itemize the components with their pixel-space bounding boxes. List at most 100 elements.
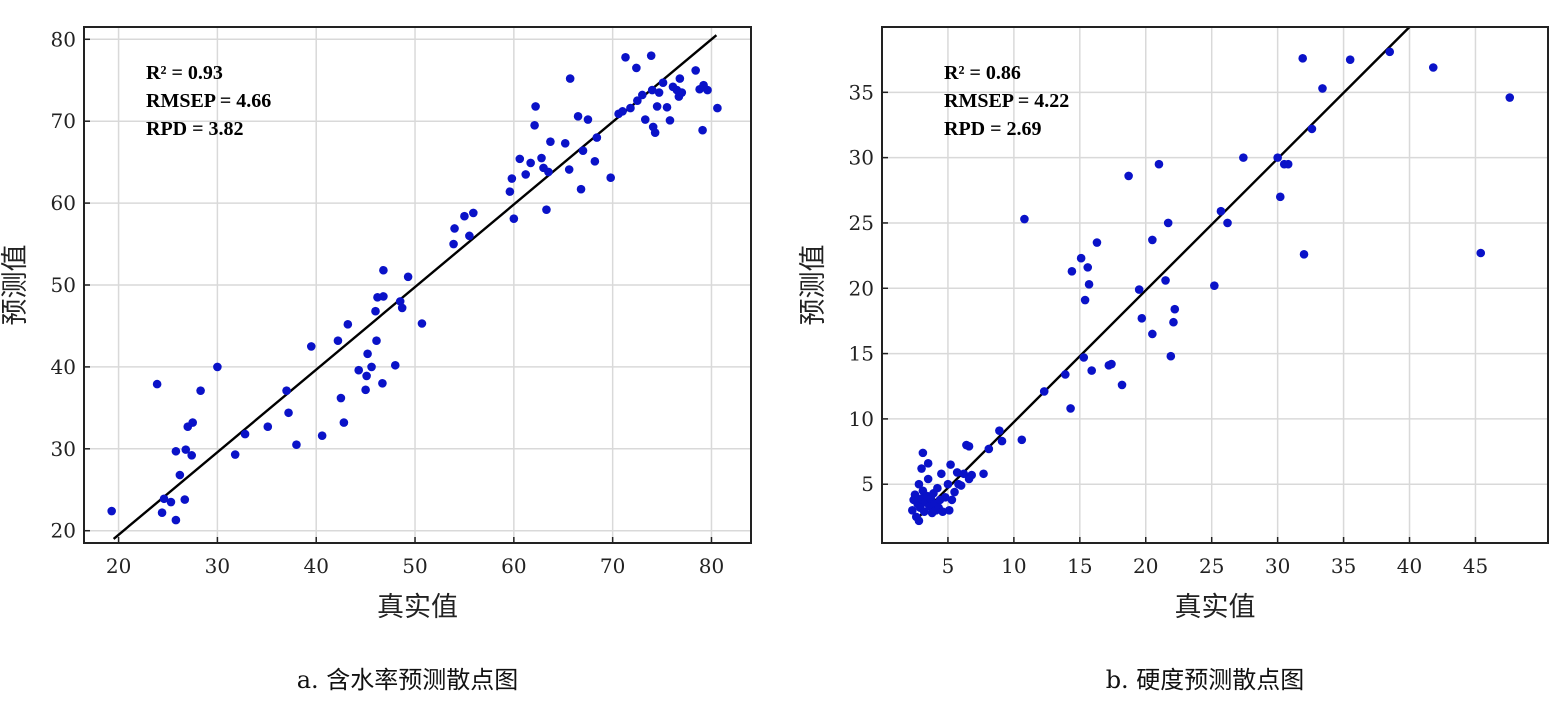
data-point [675,74,685,83]
data-point [460,211,469,221]
data-point [1170,304,1180,314]
data-point [984,444,994,454]
data-point [647,85,657,95]
data-point [531,102,540,111]
y-tick-label: 80 [51,27,76,51]
data-point [1067,266,1077,276]
x-axis-label: 真实值 [377,592,458,623]
data-point [952,468,962,477]
data-point [240,429,250,439]
y-axis-label: 预测值 [798,245,829,326]
data-point [1505,93,1515,102]
data-point [662,102,672,112]
data-point [507,174,517,183]
stat-line: RMSEP = 4.22 [944,90,1069,112]
fit-line [914,26,1411,522]
y-tick-label: 70 [51,109,76,133]
data-point [606,173,615,183]
stats-annotation: R² = 0.93 RMSEP = 4.66 RPD = 3.82 [146,62,271,140]
data-point [691,66,700,75]
data-point [943,479,953,489]
data-point [263,422,273,431]
data-point [336,393,346,403]
data-point [1020,214,1029,224]
y-axis-label: 预测值 [0,245,31,326]
data-point [950,487,959,497]
stats-annotation: R² = 0.86 RMSEP = 4.22 RPD = 2.69 [944,62,1069,140]
data-point [1087,366,1096,375]
x-tick-label: 45 [1463,554,1488,578]
data-point [565,74,575,83]
data-point [372,336,381,345]
y-tick-label: 30 [51,437,76,461]
data-point [914,479,924,489]
data-point [537,153,546,163]
x-tick-label: 25 [1199,554,1224,578]
data-point [650,128,660,137]
data-point [923,474,933,484]
data-point [159,494,169,504]
data-point [658,78,668,87]
data-point [1092,238,1102,247]
data-point [1275,192,1285,202]
data-point [995,426,1004,435]
x-tick-label: 20 [106,554,131,578]
stat-line: R² = 0.93 [146,62,223,84]
data-point [417,319,427,328]
data-point [509,214,519,223]
y-tick-labels: 20 30 40 50 60 70 80 [51,27,90,543]
y-tick-label: 60 [51,191,76,215]
data-point [923,459,933,468]
y-tick-label: 5 [861,472,874,496]
data-point [390,360,400,370]
y-tick-label: 20 [51,519,76,543]
x-tick-label: 20 [1133,554,1158,578]
y-tick-label: 35 [849,80,874,104]
data-point [1299,250,1309,259]
data-point [1223,218,1232,228]
data-point [379,292,388,301]
x-tick-label: 35 [1331,554,1356,578]
data-point [171,446,181,456]
data-point [230,450,240,459]
data-point [914,516,924,526]
data-point [1061,370,1070,379]
data-point [171,515,181,525]
data-point [698,125,707,135]
stat-line: RPD = 2.69 [944,118,1042,140]
data-point [944,506,954,515]
gridlines [84,27,751,543]
x-tick-label: 40 [1397,554,1422,578]
data-point [652,102,662,111]
data-point [1080,295,1090,305]
data-point [378,378,387,388]
data-point [354,365,364,375]
x-tick-label: 30 [205,554,230,578]
x-tick-label: 30 [1265,554,1290,578]
data-point [363,349,372,359]
data-point [317,431,327,441]
data-point [1039,387,1049,396]
data-point [677,88,687,97]
data-point [397,303,407,313]
data-point [333,336,343,345]
data-point [515,154,525,164]
data-point [1345,55,1355,64]
data-point [959,469,969,479]
data-point [638,90,647,100]
data-point [1084,280,1094,289]
data-point [530,120,539,130]
data-point [403,272,413,282]
x-tick-label: 40 [303,554,328,578]
data-point [292,440,301,450]
data-point [947,495,957,505]
y-tick-label: 15 [849,342,874,366]
data-points [107,51,722,525]
data-point [546,137,555,146]
x-tick-label: 70 [600,554,625,578]
data-point [450,224,459,233]
panel-caption: a. 含水率预测散点图 [297,666,519,694]
data-point [187,451,197,460]
data-point [967,470,976,480]
